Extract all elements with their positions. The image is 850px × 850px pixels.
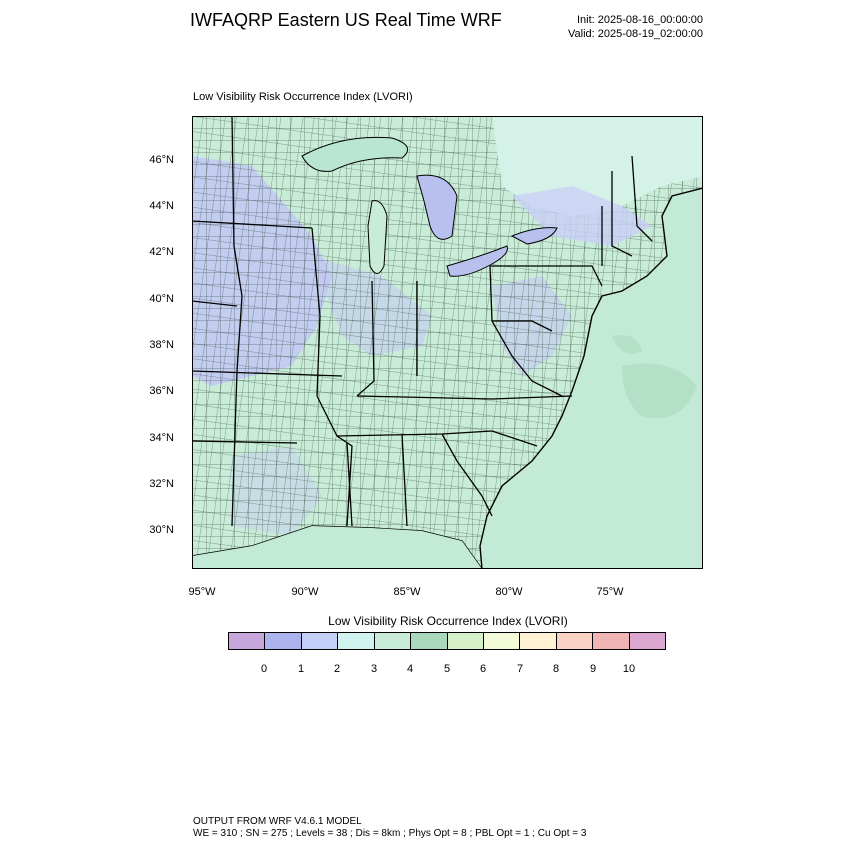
timestamp-block: Init: 2025-08-16_00:00:00 Valid: 2025-08… [560,13,703,41]
colorbar [228,632,666,650]
gulf-water [192,526,482,569]
lake-huron [416,174,458,240]
colorbar-box-10 [593,633,630,649]
colorbar-box-8 [520,633,557,649]
colorbar-box-6 [447,633,484,649]
colorbar-box-1 [265,633,302,649]
colorbar-label-0: 0 [260,663,268,675]
lat-label-38: 38°N [149,339,174,351]
east-coastline [479,187,703,569]
colorbar-label-10: 10 [622,663,636,675]
colorbar-box-11 [629,633,666,649]
map-panel [192,116,703,569]
colorbar-label-1: 1 [297,663,305,675]
colorbar-label-6: 6 [479,663,487,675]
lat-label-32: 32°N [149,478,174,490]
lat-label-34: 34°N [149,432,174,444]
footer-model-line: OUTPUT FROM WRF V4.6.1 MODEL [193,816,362,827]
lat-label-30: 30°N [149,524,174,536]
lon-label-90: 90°W [291,586,319,598]
colorbar-label-8: 8 [552,663,560,675]
lat-label-46: 46°N [149,154,174,166]
colorbar-box-7 [483,633,521,649]
colorbar-box-5 [411,633,448,649]
ocean-patch [622,363,697,418]
colorbar-title: Low Visibility Risk Occurrence Index (LV… [328,614,568,628]
ocean-patch-2 [612,335,642,354]
lat-label-40: 40°N [149,293,174,305]
colorbar-label-5: 5 [443,663,451,675]
lake-superior [301,136,409,172]
footer-config-line: WE = 310 ; SN = 275 ; Levels = 38 ; Dis … [193,828,587,839]
colorbar-box-4 [374,633,412,649]
lake-michigan [367,200,388,274]
lat-label-36: 36°N [149,385,174,397]
field-label: Low Visibility Risk Occurrence Index (LV… [193,91,413,103]
valid-time: Valid: 2025-08-19_02:00:00 [568,28,703,40]
colorbar-label-4: 4 [406,663,414,675]
plot-title: IWFAQRP Eastern US Real Time WRF [190,10,502,30]
lon-label-95: 95°W [188,586,216,598]
colorbar-label-2: 2 [333,663,341,675]
colorbar-box-9 [556,633,594,649]
lat-label-42: 42°N [149,246,174,258]
state-boundaries [192,116,653,527]
colorbar-label-9: 9 [589,663,597,675]
lon-label-80: 80°W [495,586,523,598]
colorbar-box-0 [229,633,266,649]
lon-label-85: 85°W [393,586,421,598]
lake-ontario [510,227,558,245]
colorbar-box-2 [301,633,339,649]
colorbar-label-7: 7 [516,663,524,675]
init-time: Init: 2025-08-16_00:00:00 [577,14,703,26]
lon-label-75: 75°W [596,586,624,598]
colorbar-label-3: 3 [370,663,378,675]
lake-erie [446,245,508,277]
lat-label-44: 44°N [149,200,174,212]
colorbar-box-3 [338,633,375,649]
